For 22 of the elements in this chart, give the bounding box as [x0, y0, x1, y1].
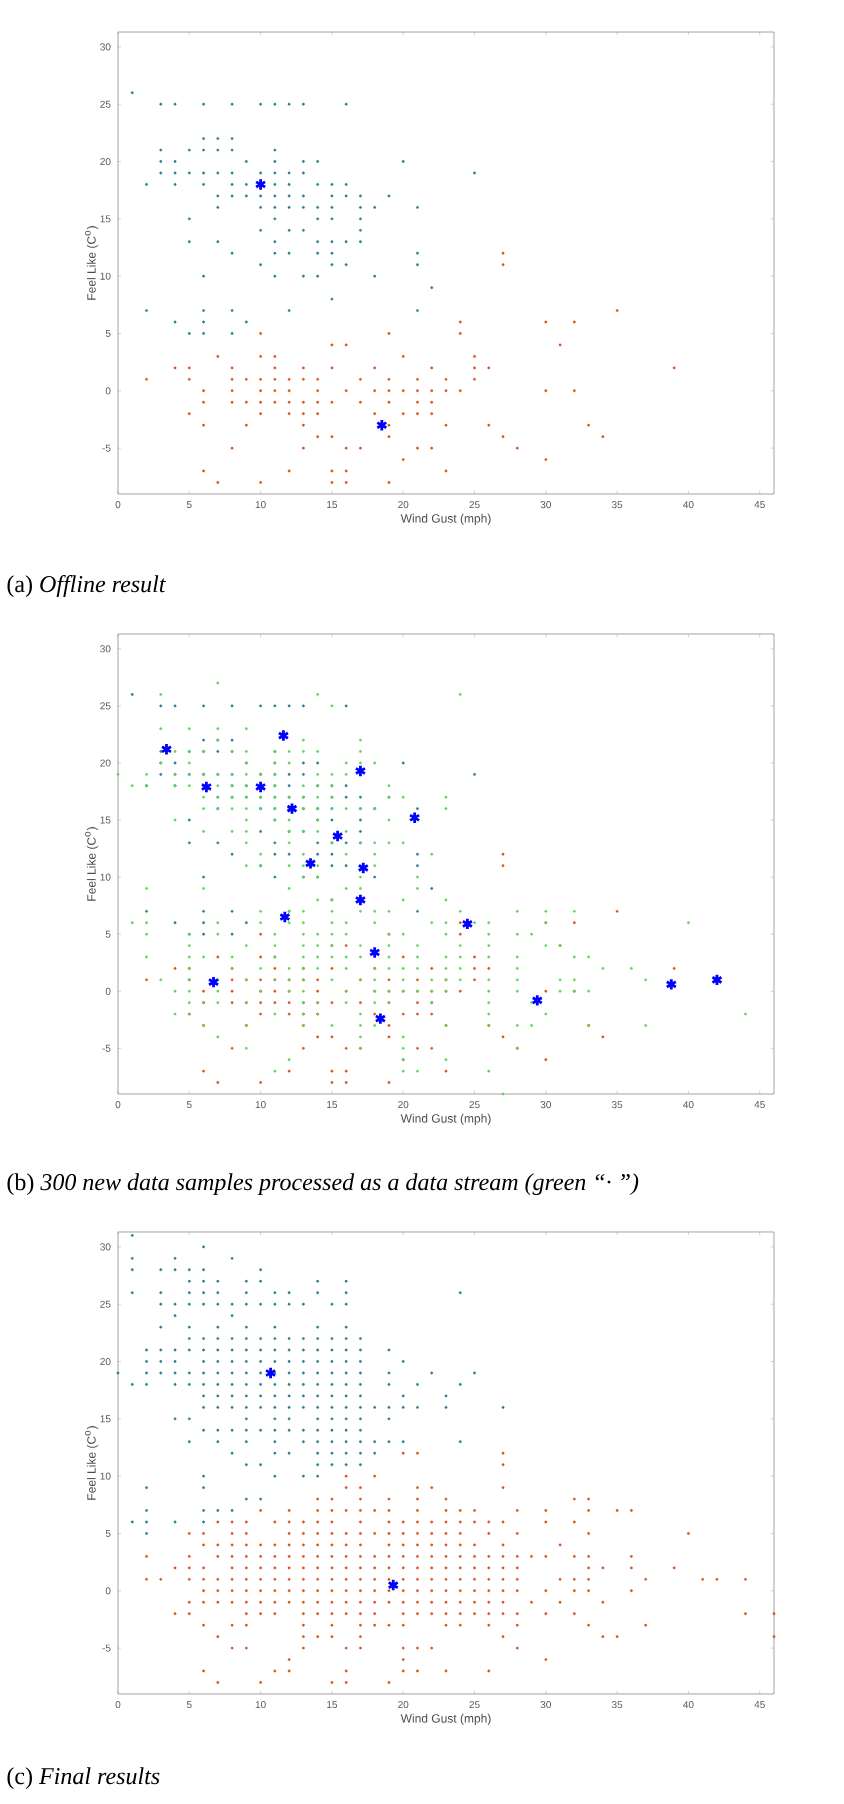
point [531, 993, 544, 1007]
point [665, 977, 678, 992]
point [368, 945, 381, 960]
point [160, 742, 173, 756]
point [254, 780, 267, 794]
point [277, 728, 290, 743]
text: (a) Offline result [7, 575, 166, 598]
point [461, 917, 474, 931]
text: (c) Final results [7, 1767, 160, 1790]
point [278, 910, 291, 924]
point [286, 802, 298, 816]
point [711, 973, 723, 987]
point [304, 856, 317, 871]
point [408, 811, 421, 825]
point [357, 861, 370, 875]
point [374, 1012, 387, 1026]
text: (b) 300 new data samples processed as a data stream (green “· ”) [7, 1173, 639, 1196]
point [354, 893, 367, 907]
point [207, 975, 220, 989]
point [331, 829, 344, 843]
point [354, 764, 367, 778]
point [200, 780, 213, 794]
